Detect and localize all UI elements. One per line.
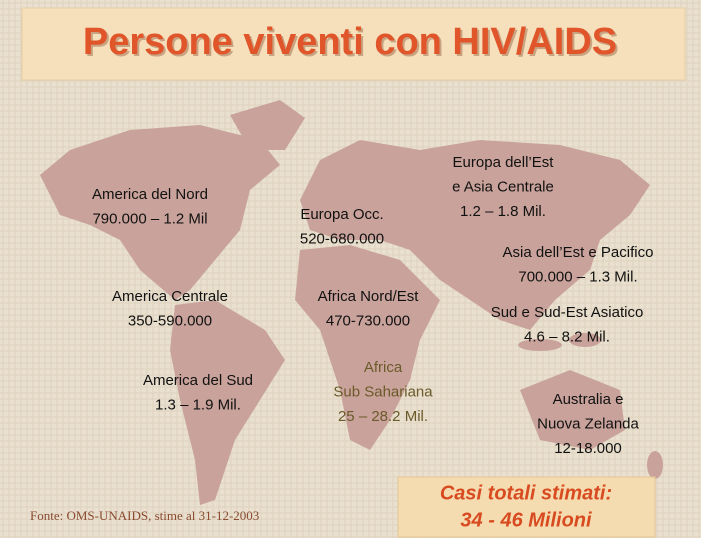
region-label: 520-680.000 [300,230,384,247]
region-label: 470-730.000 [326,312,410,329]
south-america [170,300,285,505]
region-label: Asia dell’Est e Pacifico [503,244,654,261]
total-box [397,476,656,538]
australia [520,370,625,450]
total-line: Casi totali stimati: [440,482,612,504]
region-label: Australia e [553,391,624,408]
region-label: 1.3 – 1.9 Mil. [155,396,241,413]
region-label: 700.000 – 1.3 Mil. [518,268,637,285]
region-label: e Asia Centrale [452,178,554,195]
region-label: 790.000 – 1.2 Mil [92,210,207,227]
islands [518,339,562,351]
region-label: Nuova Zelanda [537,415,639,432]
region-label: Africa Nord/Est [318,288,420,305]
region-label: 12-18.000 [554,440,622,457]
region-label: Sub Sahariana [333,383,433,400]
region-label: Africa [364,359,403,376]
region-label: America del Sud [143,372,253,389]
islands [569,333,601,347]
region-label: Sud e Sud-Est Asiatico [491,304,644,321]
eurasia [300,140,650,330]
region-label: 25 – 28.2 Mil. [338,408,428,425]
region-label: 4.6 – 8.2 Mil. [524,328,610,345]
source: Fonte: OMS-UNAIDS, stime al 31-12-2003 [30,508,259,523]
region-label: 350-590.000 [128,312,212,329]
greenland [230,100,305,150]
title-box [21,7,686,81]
north-america [40,125,280,300]
title-shadow: Persone viventi con HIV/AIDS [85,23,619,65]
region-label: Europa dell’Est [453,154,555,171]
title: Persone viventi con HIV/AIDS [83,21,617,63]
region-label: Europa Occ. [300,206,383,223]
africa [295,245,440,450]
region-label: America del Nord [92,186,208,203]
region-label: America Centrale [112,288,228,305]
region-labels: America del Nord 790.000 – 1.2 Mil Europa … [92,154,653,457]
total-line: 34 - 46 Milioni [460,509,592,531]
world-map [40,100,663,505]
new-zealand [647,451,663,479]
region-label: 1.2 – 1.8 Mil. [460,203,546,220]
